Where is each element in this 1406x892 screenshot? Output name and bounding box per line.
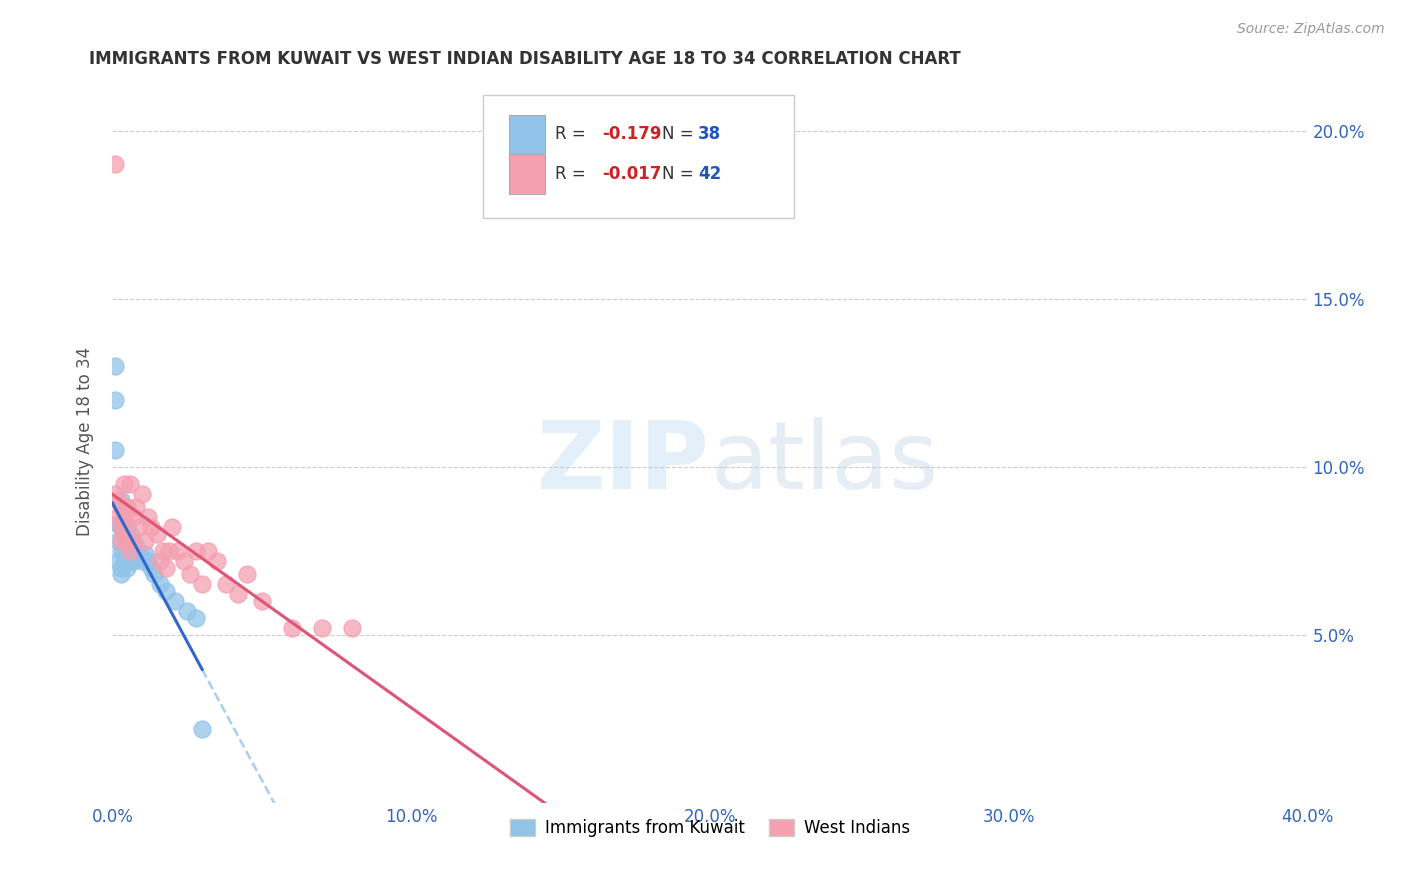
Point — [176, 604, 198, 618]
Point — [155, 584, 177, 599]
Point — [138, 554, 160, 568]
Point — [110, 520, 132, 534]
Point — [141, 520, 163, 534]
Point — [117, 520, 139, 534]
Point — [110, 533, 132, 548]
Text: Source: ZipAtlas.com: Source: ZipAtlas.com — [1237, 22, 1385, 37]
Point — [125, 500, 148, 514]
Point — [125, 550, 148, 565]
Point — [186, 543, 208, 558]
FancyBboxPatch shape — [484, 95, 794, 218]
Point — [250, 594, 273, 608]
Point — [117, 500, 139, 514]
Point — [186, 611, 208, 625]
Point — [125, 541, 148, 555]
Point — [117, 533, 139, 548]
FancyBboxPatch shape — [509, 114, 546, 154]
Point — [281, 621, 304, 635]
Point — [165, 594, 187, 608]
Point — [134, 533, 156, 548]
Point — [107, 533, 129, 548]
Point — [205, 554, 228, 568]
Point — [162, 520, 183, 534]
Point — [191, 722, 214, 736]
Point — [114, 554, 135, 568]
Text: atlas: atlas — [710, 417, 938, 509]
Point — [110, 500, 132, 514]
Point — [226, 587, 249, 601]
Point — [104, 359, 127, 373]
Point — [107, 510, 129, 524]
Point — [120, 543, 142, 558]
Point — [120, 527, 142, 541]
Point — [134, 547, 156, 561]
Text: R =: R = — [554, 165, 591, 183]
Point — [340, 621, 363, 635]
Point — [104, 442, 127, 457]
Point — [138, 510, 160, 524]
Y-axis label: Disability Age 18 to 34: Disability Age 18 to 34 — [76, 347, 94, 536]
Text: 42: 42 — [699, 165, 721, 183]
Point — [152, 543, 174, 558]
Point — [114, 476, 135, 491]
Text: -0.179: -0.179 — [603, 126, 662, 144]
Text: ZIP: ZIP — [537, 417, 710, 509]
Point — [215, 577, 238, 591]
Point — [146, 527, 169, 541]
Point — [110, 493, 132, 508]
Point — [173, 554, 195, 568]
Point — [122, 510, 145, 524]
Point — [122, 554, 145, 568]
Point — [114, 527, 135, 541]
Point — [110, 520, 132, 534]
Point — [114, 510, 135, 524]
Point — [179, 567, 201, 582]
Point — [157, 543, 180, 558]
FancyBboxPatch shape — [509, 154, 546, 194]
Text: -0.017: -0.017 — [603, 165, 662, 183]
Point — [131, 554, 153, 568]
Text: N =: N = — [662, 126, 699, 144]
Point — [117, 550, 139, 565]
Text: R =: R = — [554, 126, 591, 144]
Point — [141, 560, 163, 574]
Point — [128, 547, 150, 561]
Point — [128, 520, 150, 534]
Point — [155, 560, 177, 574]
Point — [110, 560, 132, 574]
Point — [117, 533, 139, 548]
Text: 38: 38 — [699, 126, 721, 144]
Point — [104, 157, 127, 171]
Point — [107, 493, 129, 508]
Point — [131, 486, 153, 500]
Point — [149, 554, 172, 568]
Point — [117, 560, 139, 574]
Text: N =: N = — [662, 165, 699, 183]
Point — [104, 392, 127, 407]
Point — [114, 543, 135, 558]
Point — [107, 554, 129, 568]
Point — [122, 533, 145, 548]
Point — [311, 621, 333, 635]
Point — [236, 567, 259, 582]
Point — [120, 554, 142, 568]
Point — [110, 543, 132, 558]
Legend: Immigrants from Kuwait, West Indians: Immigrants from Kuwait, West Indians — [501, 810, 920, 845]
Point — [104, 486, 127, 500]
Point — [120, 476, 142, 491]
Point — [114, 500, 135, 514]
Point — [191, 577, 214, 591]
Point — [167, 543, 190, 558]
Point — [197, 543, 219, 558]
Text: IMMIGRANTS FROM KUWAIT VS WEST INDIAN DISABILITY AGE 18 TO 34 CORRELATION CHART: IMMIGRANTS FROM KUWAIT VS WEST INDIAN DI… — [89, 50, 960, 68]
Point — [122, 533, 145, 548]
Point — [110, 567, 132, 582]
Point — [114, 527, 135, 541]
Point — [143, 567, 166, 582]
Point — [107, 516, 129, 531]
Point — [149, 577, 172, 591]
Point — [120, 543, 142, 558]
